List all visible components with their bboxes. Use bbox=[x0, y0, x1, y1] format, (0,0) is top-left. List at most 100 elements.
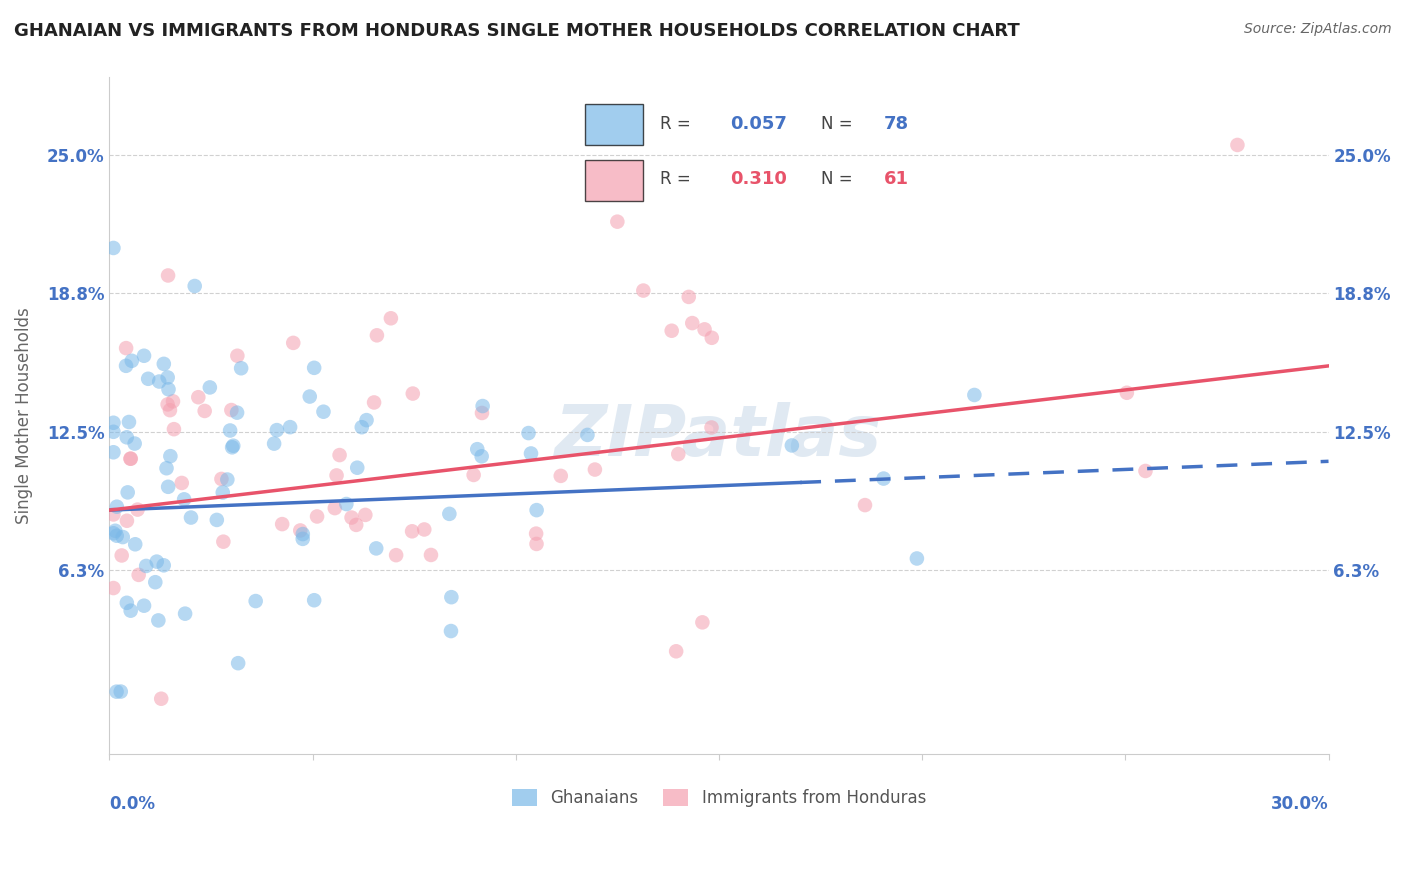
Point bbox=[157, 382, 180, 396]
Point bbox=[298, 390, 321, 404]
Point bbox=[111, 530, 134, 544]
Point bbox=[103, 526, 125, 541]
Point bbox=[440, 624, 463, 638]
Point bbox=[226, 406, 249, 420]
Point bbox=[135, 558, 157, 573]
Point bbox=[121, 353, 143, 368]
Point bbox=[157, 268, 180, 283]
Point bbox=[128, 567, 150, 582]
Point bbox=[471, 450, 494, 464]
Point bbox=[681, 316, 703, 330]
Point bbox=[401, 524, 423, 539]
Point bbox=[700, 420, 723, 434]
Point bbox=[105, 529, 128, 543]
Point bbox=[159, 449, 181, 463]
Point bbox=[148, 614, 170, 628]
Point bbox=[205, 513, 228, 527]
Legend: Ghanaians, Immigrants from Honduras: Ghanaians, Immigrants from Honduras bbox=[505, 782, 932, 814]
Point bbox=[291, 532, 314, 546]
Point bbox=[323, 501, 346, 516]
Point bbox=[872, 472, 894, 486]
Point bbox=[302, 593, 325, 607]
Point bbox=[174, 607, 197, 621]
Point bbox=[366, 328, 388, 343]
Point bbox=[666, 447, 689, 461]
Point bbox=[263, 436, 285, 450]
Point bbox=[524, 526, 547, 541]
Point bbox=[150, 691, 173, 706]
Point bbox=[103, 445, 125, 459]
Point bbox=[183, 279, 205, 293]
Text: 30.0%: 30.0% bbox=[1271, 795, 1329, 813]
Point bbox=[132, 599, 155, 613]
Point bbox=[402, 386, 425, 401]
Point bbox=[340, 510, 363, 524]
Point bbox=[363, 395, 385, 409]
Point bbox=[439, 507, 461, 521]
Point bbox=[465, 442, 488, 457]
Point bbox=[226, 656, 249, 670]
Point bbox=[115, 596, 138, 610]
Point bbox=[329, 448, 352, 462]
Point bbox=[120, 451, 142, 466]
Point bbox=[853, 498, 876, 512]
Text: GHANAIAN VS IMMIGRANTS FROM HONDURAS SINGLE MOTHER HOUSEHOLDS CORRELATION CHART: GHANAIAN VS IMMIGRANTS FROM HONDURAS SIN… bbox=[14, 22, 1019, 40]
Point bbox=[346, 460, 368, 475]
Point bbox=[266, 423, 288, 437]
Point bbox=[115, 430, 138, 444]
Point bbox=[678, 290, 700, 304]
Point bbox=[1135, 464, 1157, 478]
Point bbox=[153, 357, 176, 371]
Text: ZIPatlas: ZIPatlas bbox=[555, 401, 883, 471]
Point bbox=[440, 590, 463, 604]
Point bbox=[117, 485, 139, 500]
Point bbox=[136, 372, 159, 386]
Point bbox=[115, 341, 138, 355]
Point bbox=[350, 420, 373, 434]
Point bbox=[105, 684, 128, 698]
Point bbox=[693, 322, 716, 336]
Point bbox=[132, 349, 155, 363]
Point bbox=[111, 549, 134, 563]
Point bbox=[170, 475, 193, 490]
Point bbox=[661, 324, 683, 338]
Text: 0.0%: 0.0% bbox=[110, 795, 156, 813]
Point bbox=[115, 514, 138, 528]
Point bbox=[217, 473, 239, 487]
Point bbox=[152, 558, 174, 573]
Point bbox=[517, 425, 540, 440]
Point bbox=[692, 615, 714, 630]
Point bbox=[156, 370, 179, 384]
Point bbox=[226, 349, 249, 363]
Point bbox=[963, 388, 986, 402]
Point bbox=[222, 439, 245, 453]
Point bbox=[219, 424, 242, 438]
Point bbox=[550, 469, 572, 483]
Point bbox=[124, 537, 146, 551]
Point bbox=[366, 541, 388, 556]
Point bbox=[385, 548, 408, 562]
Point bbox=[325, 468, 347, 483]
Point bbox=[155, 461, 177, 475]
Point bbox=[700, 331, 723, 345]
Point bbox=[143, 575, 166, 590]
Point bbox=[198, 380, 221, 394]
Point bbox=[124, 436, 146, 450]
Point bbox=[194, 404, 217, 418]
Point bbox=[291, 527, 314, 541]
Point bbox=[180, 510, 202, 524]
Point bbox=[211, 485, 233, 500]
Point bbox=[245, 594, 267, 608]
Point bbox=[157, 480, 180, 494]
Point bbox=[520, 446, 543, 460]
Point bbox=[120, 604, 142, 618]
Point bbox=[103, 425, 125, 439]
Point bbox=[290, 524, 312, 538]
Point bbox=[463, 467, 485, 482]
Point bbox=[127, 502, 149, 516]
Point bbox=[163, 422, 186, 436]
Point bbox=[312, 405, 335, 419]
Point bbox=[110, 684, 132, 698]
Point bbox=[120, 451, 142, 466]
Point bbox=[1115, 385, 1137, 400]
